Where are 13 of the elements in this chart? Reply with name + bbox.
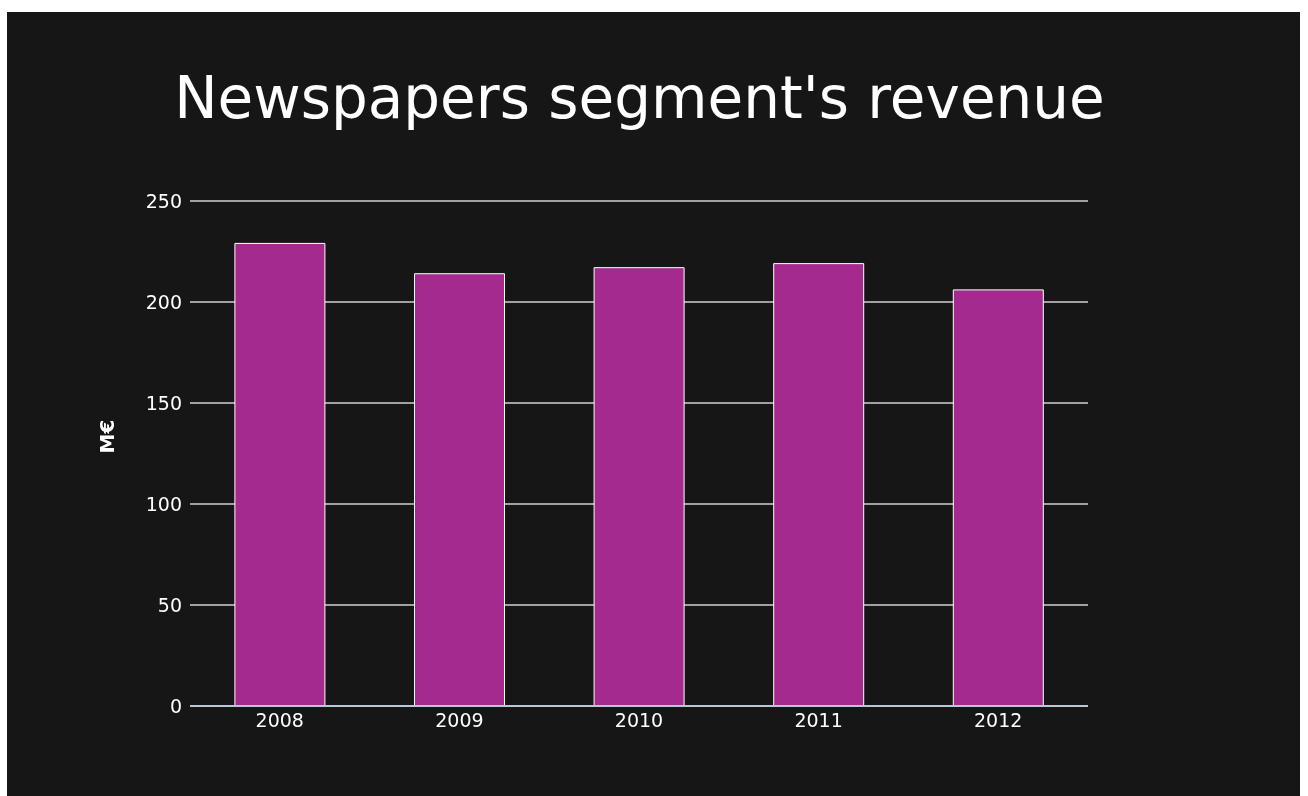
x-tick-label: 2011 — [794, 709, 843, 732]
x-tick-label: 2009 — [435, 709, 484, 732]
y-tick-label: 0 — [169, 694, 182, 717]
chart-title: Newspapers segment's revenue — [173, 64, 1106, 132]
x-tick-label: 2012 — [974, 709, 1023, 732]
y-tick-label: 100 — [145, 492, 182, 515]
y-tick-label: 150 — [145, 391, 182, 414]
y-tick-label: 200 — [145, 290, 182, 313]
y-tick-label: 250 — [145, 189, 182, 212]
x-tick-label: 2010 — [614, 709, 664, 732]
x-tick-label: 2008 — [255, 709, 304, 732]
y-tick-label: 50 — [157, 593, 182, 616]
y-axis-title: M€ — [95, 419, 120, 454]
